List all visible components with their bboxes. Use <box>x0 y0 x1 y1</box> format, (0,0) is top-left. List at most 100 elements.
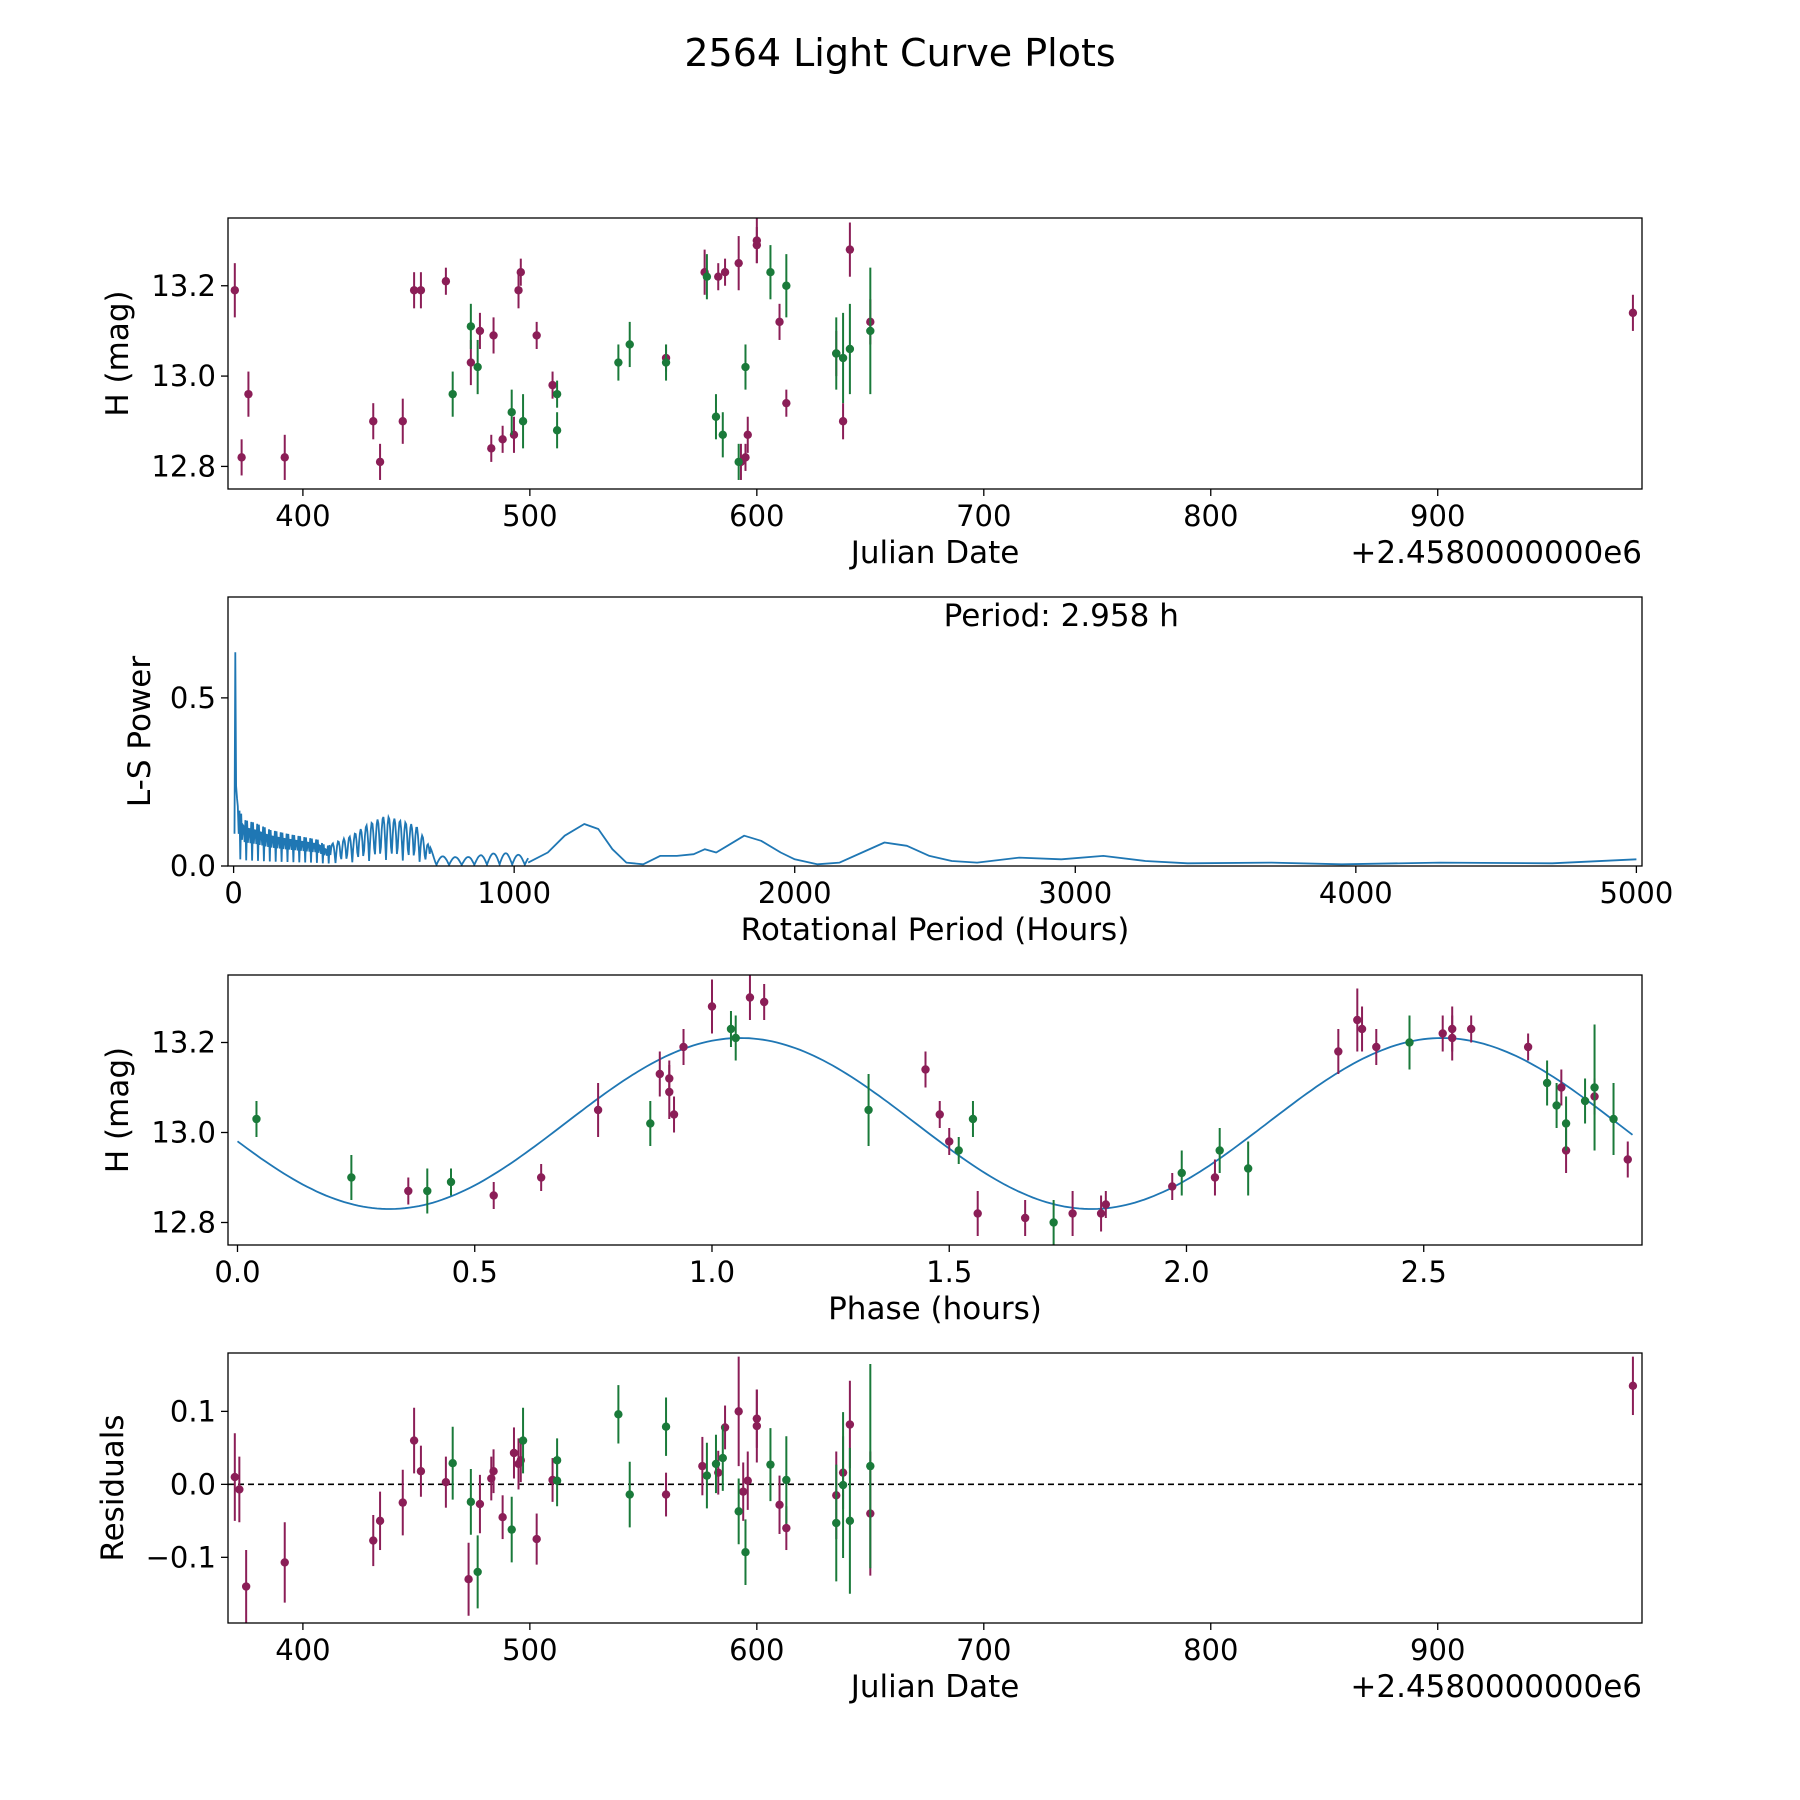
data-point <box>745 993 755 1002</box>
data-point <box>921 1065 930 1074</box>
y-axis-label: L-S Power <box>122 656 158 807</box>
data-point <box>1466 1024 1476 1034</box>
axes-frame <box>227 974 1643 1246</box>
series-filter_a <box>230 218 1638 480</box>
x-tick-label: 800 <box>1183 499 1238 533</box>
y-axis-label: H (mag) <box>100 290 136 416</box>
data-point <box>734 1407 743 1416</box>
data-point <box>369 1536 378 1545</box>
data-point <box>552 389 562 399</box>
data-point <box>661 1490 671 1499</box>
data-point <box>398 417 407 426</box>
data-point <box>661 1422 671 1431</box>
data-point <box>369 417 378 426</box>
data-point <box>466 358 476 367</box>
x-offset-label: +2.4580000000e6 <box>1350 1669 1642 1705</box>
y-tick-label: 12.8 <box>151 449 216 483</box>
data-point <box>536 1173 546 1182</box>
data-point <box>1542 1078 1552 1088</box>
series-filter_b <box>252 1011 1618 1245</box>
data-point <box>404 1186 413 1196</box>
data-point <box>552 1476 562 1485</box>
x-tick-label: 0.5 <box>452 1255 498 1289</box>
data-point <box>782 1523 791 1533</box>
data-point <box>741 362 750 372</box>
data-point <box>552 426 562 435</box>
data-point <box>1177 1168 1186 1178</box>
x-axis-label: Phase (hours) <box>828 1291 1042 1327</box>
data-point <box>518 417 528 426</box>
x-tick-label: 3000 <box>1038 876 1112 910</box>
x-tick-label: 2.5 <box>1401 1255 1447 1289</box>
x-tick-label: 600 <box>729 499 784 533</box>
data-point <box>489 1191 498 1200</box>
data-point <box>489 1467 498 1476</box>
y-tick-label: 13.2 <box>151 1026 216 1060</box>
data-point <box>416 1467 426 1476</box>
data-point <box>516 268 525 277</box>
periodogram-dense-segment <box>233 652 529 866</box>
x-axis-label: Julian Date <box>849 1669 1020 1705</box>
axes-frame <box>227 1352 1643 1624</box>
data-point <box>466 1497 476 1507</box>
data-point <box>1334 1047 1343 1056</box>
data-point <box>702 1471 712 1480</box>
data-point <box>409 1436 419 1445</box>
data-point <box>845 1420 855 1429</box>
plot-area-phase-folded <box>236 975 1634 1245</box>
data-point <box>489 331 498 340</box>
data-point <box>718 1453 727 1463</box>
data-point <box>707 1002 717 1011</box>
x-tick-label: 700 <box>956 1633 1011 1667</box>
data-point <box>518 1436 528 1445</box>
data-point <box>832 1518 841 1528</box>
x-tick-label: 400 <box>275 1633 330 1667</box>
data-point <box>446 1177 456 1187</box>
data-point <box>845 245 855 254</box>
data-point <box>441 277 451 286</box>
data-point <box>665 1087 674 1097</box>
data-point <box>507 408 516 417</box>
data-point <box>1020 1213 1030 1223</box>
x-tick-label: 0 <box>224 876 242 910</box>
data-point <box>244 389 253 399</box>
data-point <box>464 1575 473 1584</box>
data-point <box>734 457 743 467</box>
data-point <box>741 453 750 462</box>
data-point <box>473 1567 482 1577</box>
data-point <box>954 1146 963 1155</box>
data-point <box>743 430 752 439</box>
data-point <box>782 398 791 408</box>
x-tick-label: 2.0 <box>1163 1255 1209 1289</box>
data-point <box>375 457 385 467</box>
data-point <box>448 389 457 399</box>
series-filter_a <box>404 975 1632 1236</box>
data-point <box>1353 1015 1362 1025</box>
data-point <box>1609 1114 1618 1124</box>
data-point <box>832 349 841 358</box>
y-tick-label: 13.0 <box>151 1116 216 1150</box>
data-point <box>845 344 855 354</box>
data-point <box>752 1421 762 1431</box>
y-axis-label: H (mag) <box>100 1047 136 1173</box>
data-point <box>866 1461 875 1471</box>
data-point <box>968 1114 978 1124</box>
data-point <box>1561 1119 1571 1128</box>
x-tick-label: 600 <box>729 1633 784 1667</box>
data-point <box>1101 1200 1111 1209</box>
data-point <box>702 272 712 281</box>
data-point <box>1049 1218 1058 1227</box>
data-point <box>935 1110 944 1119</box>
data-point <box>711 1459 721 1469</box>
data-point <box>409 286 419 295</box>
panel-phase-folded: 0.0 0.5 1.0 1.5 2.0 2.5 12.8 13.0 13.2 Phase (hou… <box>100 974 1643 1327</box>
data-point <box>1372 1042 1381 1052</box>
data-point <box>734 1507 743 1516</box>
data-point <box>280 1558 289 1567</box>
x-tick-label: 5000 <box>1599 876 1673 910</box>
data-point <box>669 1110 679 1119</box>
data-point <box>782 1475 791 1485</box>
data-point <box>845 1516 855 1526</box>
panel-residuals: 400 500 600 700 800 900 −0.1 0.0 0.1 Julian Date R… <box>95 1352 1643 1705</box>
x-tick-label: 1000 <box>477 876 551 910</box>
